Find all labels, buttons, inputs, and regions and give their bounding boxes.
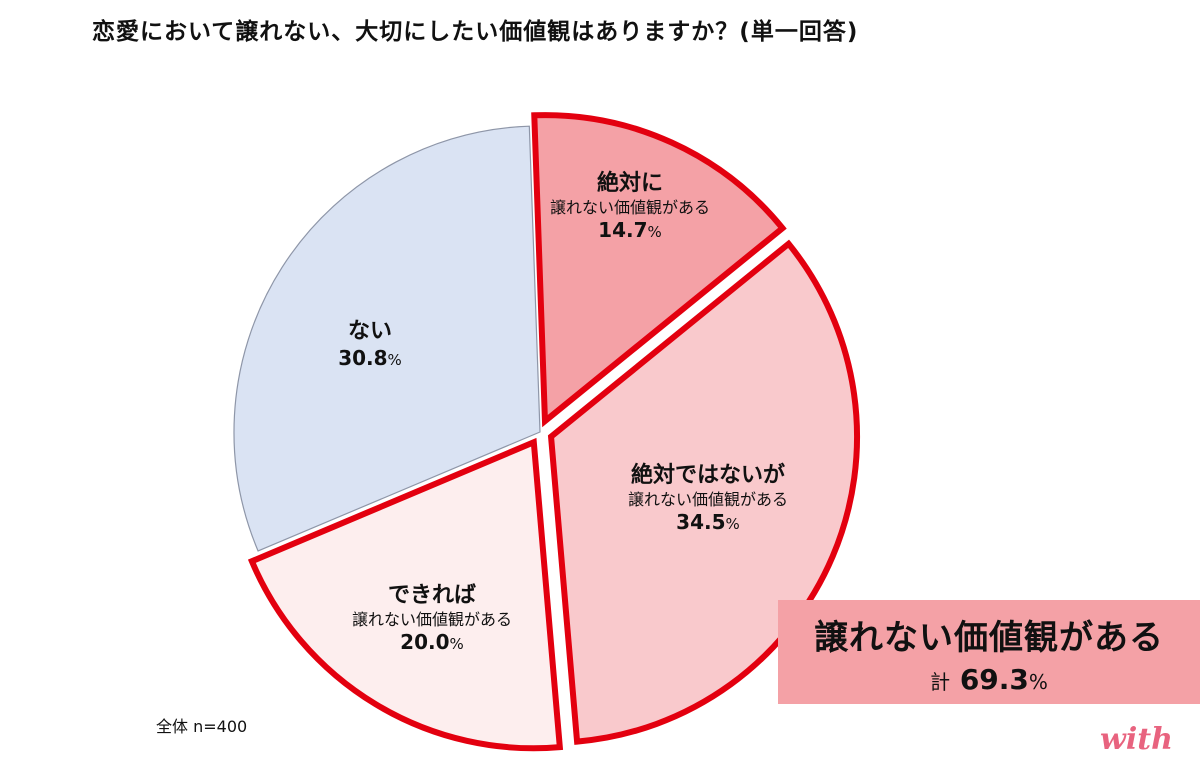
chart-title: 恋愛において譲れない、大切にしたい価値観はありますか？(単一回答) xyxy=(92,19,859,45)
summary-prefix: 計 xyxy=(930,670,951,694)
slice-label-percent: 14.7% xyxy=(550,218,710,243)
slice-label-percent-sign: % xyxy=(647,222,662,241)
slice-label-subtitle: 譲れない価値観がある xyxy=(351,609,513,629)
summary-box: 譲れない価値観がある 計 69.3% xyxy=(778,600,1200,704)
slice-label-title: ない xyxy=(347,319,392,344)
slice-absolute-label: 絶対に 譲れない価値観がある 14.7% xyxy=(550,170,710,243)
slice-if-possible xyxy=(247,437,564,752)
slice-label-subtitle: 譲れない価値観がある xyxy=(627,489,789,509)
slice-label-subtitle: 譲れない価値観がある xyxy=(549,197,711,217)
summary-total: 計 69.3% xyxy=(778,663,1200,696)
summary-sign: % xyxy=(1028,670,1048,694)
slice-none xyxy=(233,125,541,552)
slice-absolute xyxy=(531,112,787,428)
slice-label-title: できれば xyxy=(387,583,477,608)
slice-label-percent-sign: % xyxy=(725,514,740,533)
slice-none-label: ない 30.8% xyxy=(338,318,402,371)
slice-if-possible-label: できれば 譲れない価値観がある 20.0% xyxy=(352,582,512,655)
slice-label-value: 20.0 xyxy=(400,629,450,654)
slice-label-value: 14.7 xyxy=(598,217,648,242)
slice-label-percent: 30.8% xyxy=(338,346,402,371)
summary-value: 69.3 xyxy=(959,663,1029,696)
summary-label: 譲れない価値観がある xyxy=(814,618,1164,658)
slice-label-percent: 20.0% xyxy=(352,630,512,655)
with-logo: with xyxy=(1100,722,1173,757)
sample-size-note: 全体 n=400 xyxy=(156,717,248,736)
slice-label-percent-sign: % xyxy=(387,350,402,369)
slice-label-percent-sign: % xyxy=(449,634,464,653)
slice-label-percent: 34.5% xyxy=(628,510,788,535)
slice-label-title: 絶対に xyxy=(596,171,664,196)
slice-not-absolute-label: 絶対ではないが 譲れない価値観がある 34.5% xyxy=(628,462,788,535)
slice-label-value: 34.5 xyxy=(676,509,726,534)
slice-label-value: 30.8 xyxy=(338,345,388,370)
slice-label-title: 絶対ではないが xyxy=(630,463,786,488)
